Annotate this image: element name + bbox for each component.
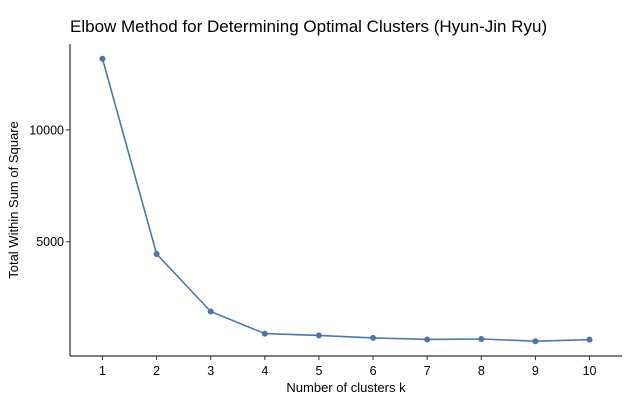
data-point — [207, 308, 214, 315]
y-tick-label: 5000 — [36, 235, 64, 249]
series-total-wss — [99, 55, 593, 345]
x-tick-label: 4 — [261, 364, 268, 378]
x-tick-label: 5 — [315, 364, 322, 378]
x-tick-label: 10 — [583, 364, 597, 378]
x-tick-label: 2 — [153, 364, 160, 378]
data-point — [153, 251, 160, 258]
data-point — [370, 334, 377, 341]
y-ticks: 5000 10000 — [29, 123, 70, 249]
x-tick-label: 7 — [424, 364, 431, 378]
x-tick-label: 6 — [370, 364, 377, 378]
data-point — [315, 332, 322, 339]
x-tick-label: 1 — [99, 364, 106, 378]
data-point — [99, 55, 106, 62]
x-ticks: 1 2 3 4 5 6 7 8 9 10 — [99, 356, 597, 378]
y-tick-label: 10000 — [29, 123, 64, 137]
series-line — [101, 58, 590, 343]
x-tick-label: 8 — [478, 364, 485, 378]
data-point — [586, 336, 593, 343]
x-tick-label: 3 — [207, 364, 214, 378]
chart-title: Elbow Method for Determining Optimal Clu… — [70, 17, 547, 36]
x-tick-label: 9 — [532, 364, 539, 378]
data-point — [424, 336, 431, 343]
data-point — [532, 338, 539, 345]
x-axis-label: Number of clusters k — [286, 380, 406, 395]
y-axis-label: Total Within Sum of Square — [6, 121, 21, 279]
plot-area: 5000 10000 1 2 3 4 5 6 7 8 9 10 — [29, 44, 622, 378]
data-point — [261, 330, 268, 337]
data-point — [478, 336, 485, 343]
